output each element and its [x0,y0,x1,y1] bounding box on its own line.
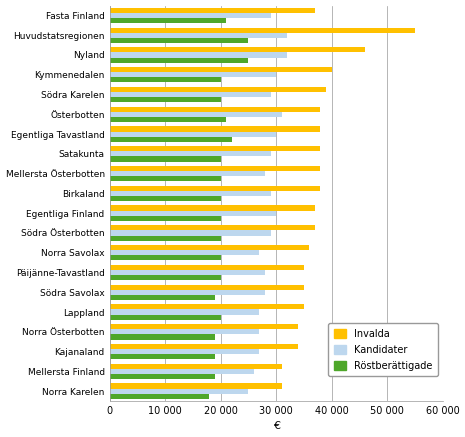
Legend: Invalda, Kandidater, Röstberättigade: Invalda, Kandidater, Röstberättigade [328,323,438,376]
Bar [110,275,220,280]
Bar [110,265,304,270]
Bar [110,270,265,275]
Bar [110,132,276,137]
Bar [110,329,259,334]
Bar [110,304,304,309]
Bar [110,211,276,216]
Bar [110,67,332,72]
Bar [110,205,315,211]
Bar [110,58,248,62]
Bar [110,349,259,354]
Bar [110,52,287,58]
Bar [110,176,220,181]
Bar [110,364,282,369]
Bar [110,28,415,33]
Bar [110,151,271,156]
Bar [110,186,320,191]
Bar [110,374,215,379]
Bar [110,8,315,13]
Bar [110,369,254,374]
Bar [110,196,220,201]
Bar [110,117,226,122]
Bar [110,166,320,171]
Bar [110,156,220,162]
Bar [110,77,220,83]
Bar [110,126,320,132]
Bar [110,354,215,359]
Bar [110,315,220,320]
Bar [110,72,276,77]
Bar [110,38,248,43]
Bar [110,236,220,241]
Bar [110,146,320,151]
Bar [110,191,271,196]
Bar [110,290,265,295]
Bar [110,334,215,340]
Bar [110,92,271,97]
Bar [110,47,365,52]
Bar [110,97,220,102]
Bar [110,230,271,236]
Bar [110,250,259,255]
Bar [110,295,215,300]
Bar [110,216,220,221]
Bar [110,324,298,329]
Bar [110,107,320,112]
Bar [110,255,220,260]
Bar [110,225,315,230]
Bar [110,33,287,38]
X-axis label: €: € [272,421,279,431]
Bar [110,245,309,250]
Bar [110,137,232,142]
Bar [110,112,282,117]
Bar [110,18,226,23]
Bar [110,171,265,176]
Bar [110,309,259,315]
Bar [110,383,282,388]
Bar [110,13,271,18]
Bar [110,344,298,349]
Bar [110,87,326,92]
Bar [110,388,248,394]
Bar [110,284,304,290]
Bar [110,394,209,399]
